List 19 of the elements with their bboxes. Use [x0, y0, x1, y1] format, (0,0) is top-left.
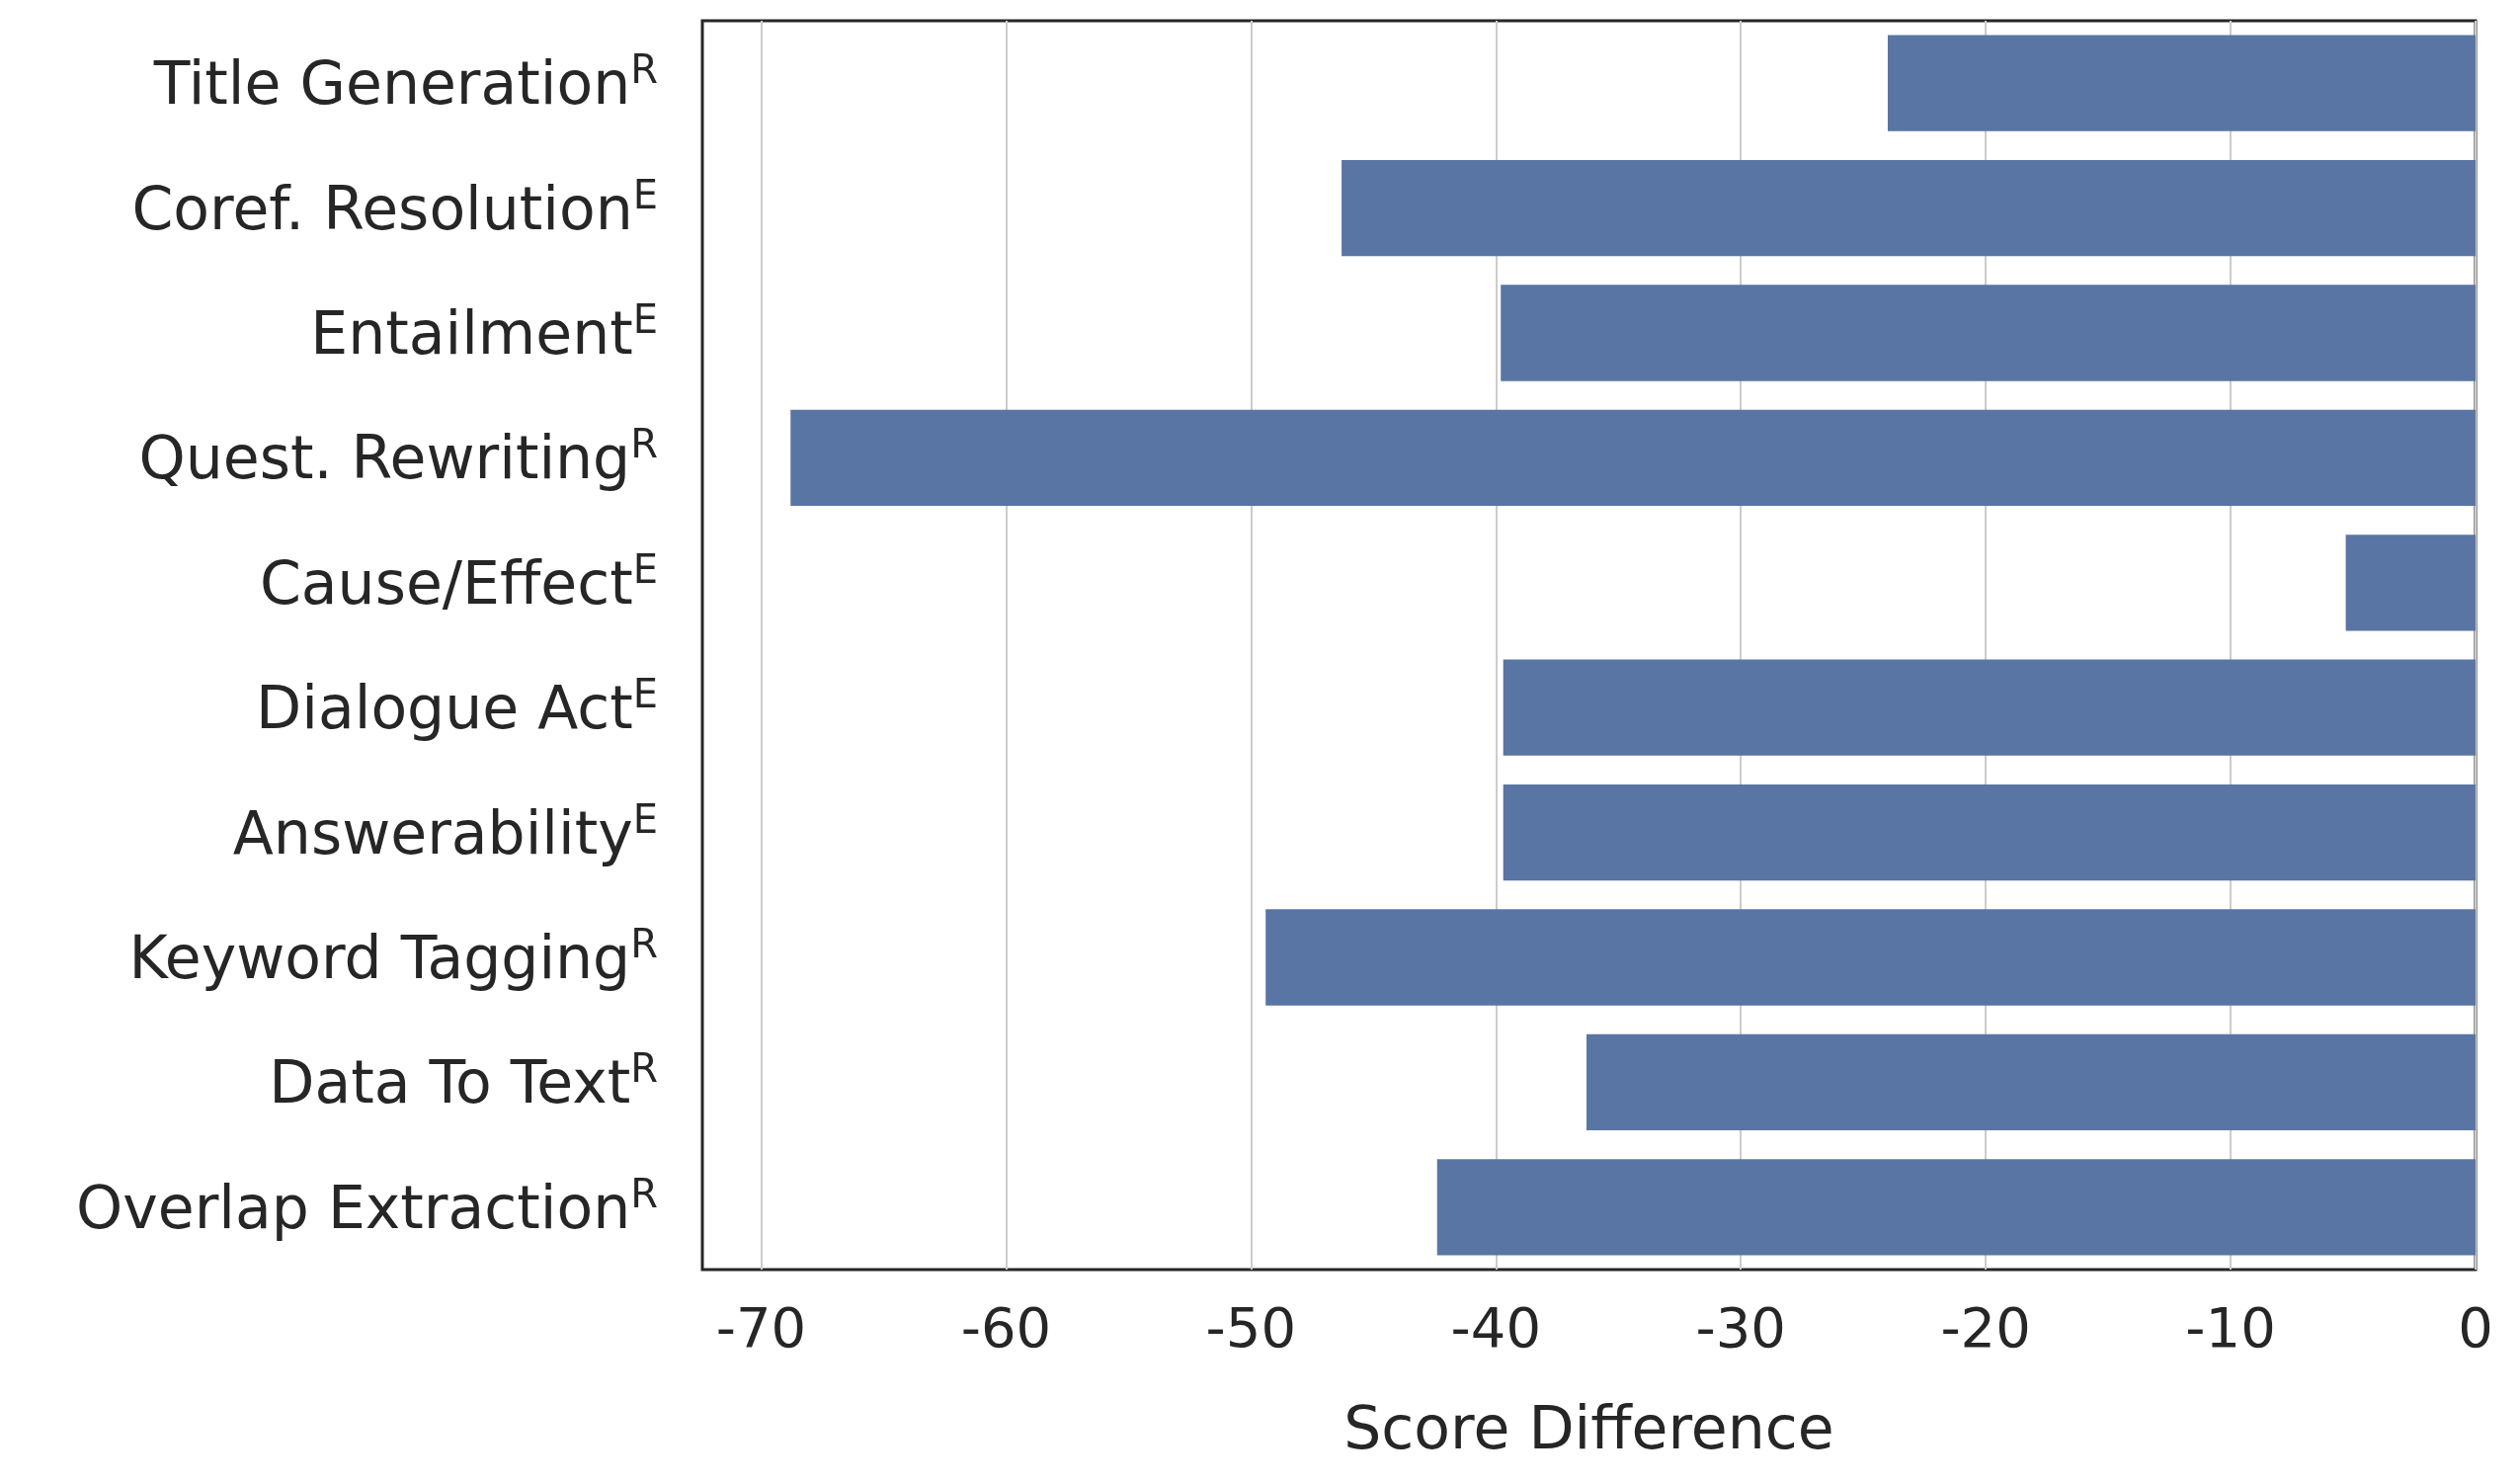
y-tick-label: Title Generation$^{R}$ — [153, 46, 658, 119]
y-tick-label: Dialogue Act$^{E}$ — [256, 671, 658, 743]
y-tick-label: Quest. Rewriting$^{R}$ — [138, 421, 658, 493]
y-tick-label: Coref. Resolution$^{E}$ — [131, 171, 658, 243]
x-tick-label: -20 — [1940, 1294, 2031, 1359]
x-tick-label: -10 — [2185, 1294, 2276, 1359]
y-tick-label: Overlap Extraction$^{R}$ — [75, 1170, 658, 1242]
y-tick-label: Answerability$^{E}$ — [232, 795, 658, 867]
x-tick-label: -30 — [1695, 1294, 1786, 1359]
x-tick-label: -60 — [960, 1294, 1052, 1359]
y-tick-label: Entailment$^{E}$ — [310, 296, 658, 368]
x-tick-label: -50 — [1205, 1294, 1297, 1359]
x-tick-label: 0 — [2458, 1294, 2493, 1359]
x-tick-label: -40 — [1450, 1294, 1542, 1359]
y-tick-label: Keyword Tagging$^{R}$ — [128, 921, 658, 992]
x-axis-title: Score Difference — [1343, 1393, 1834, 1462]
x-tick-label: -70 — [715, 1294, 807, 1359]
y-tick-label: Data To Text$^{R}$ — [269, 1045, 658, 1117]
y-tick-label: Cause/Effect$^{E}$ — [259, 545, 658, 618]
